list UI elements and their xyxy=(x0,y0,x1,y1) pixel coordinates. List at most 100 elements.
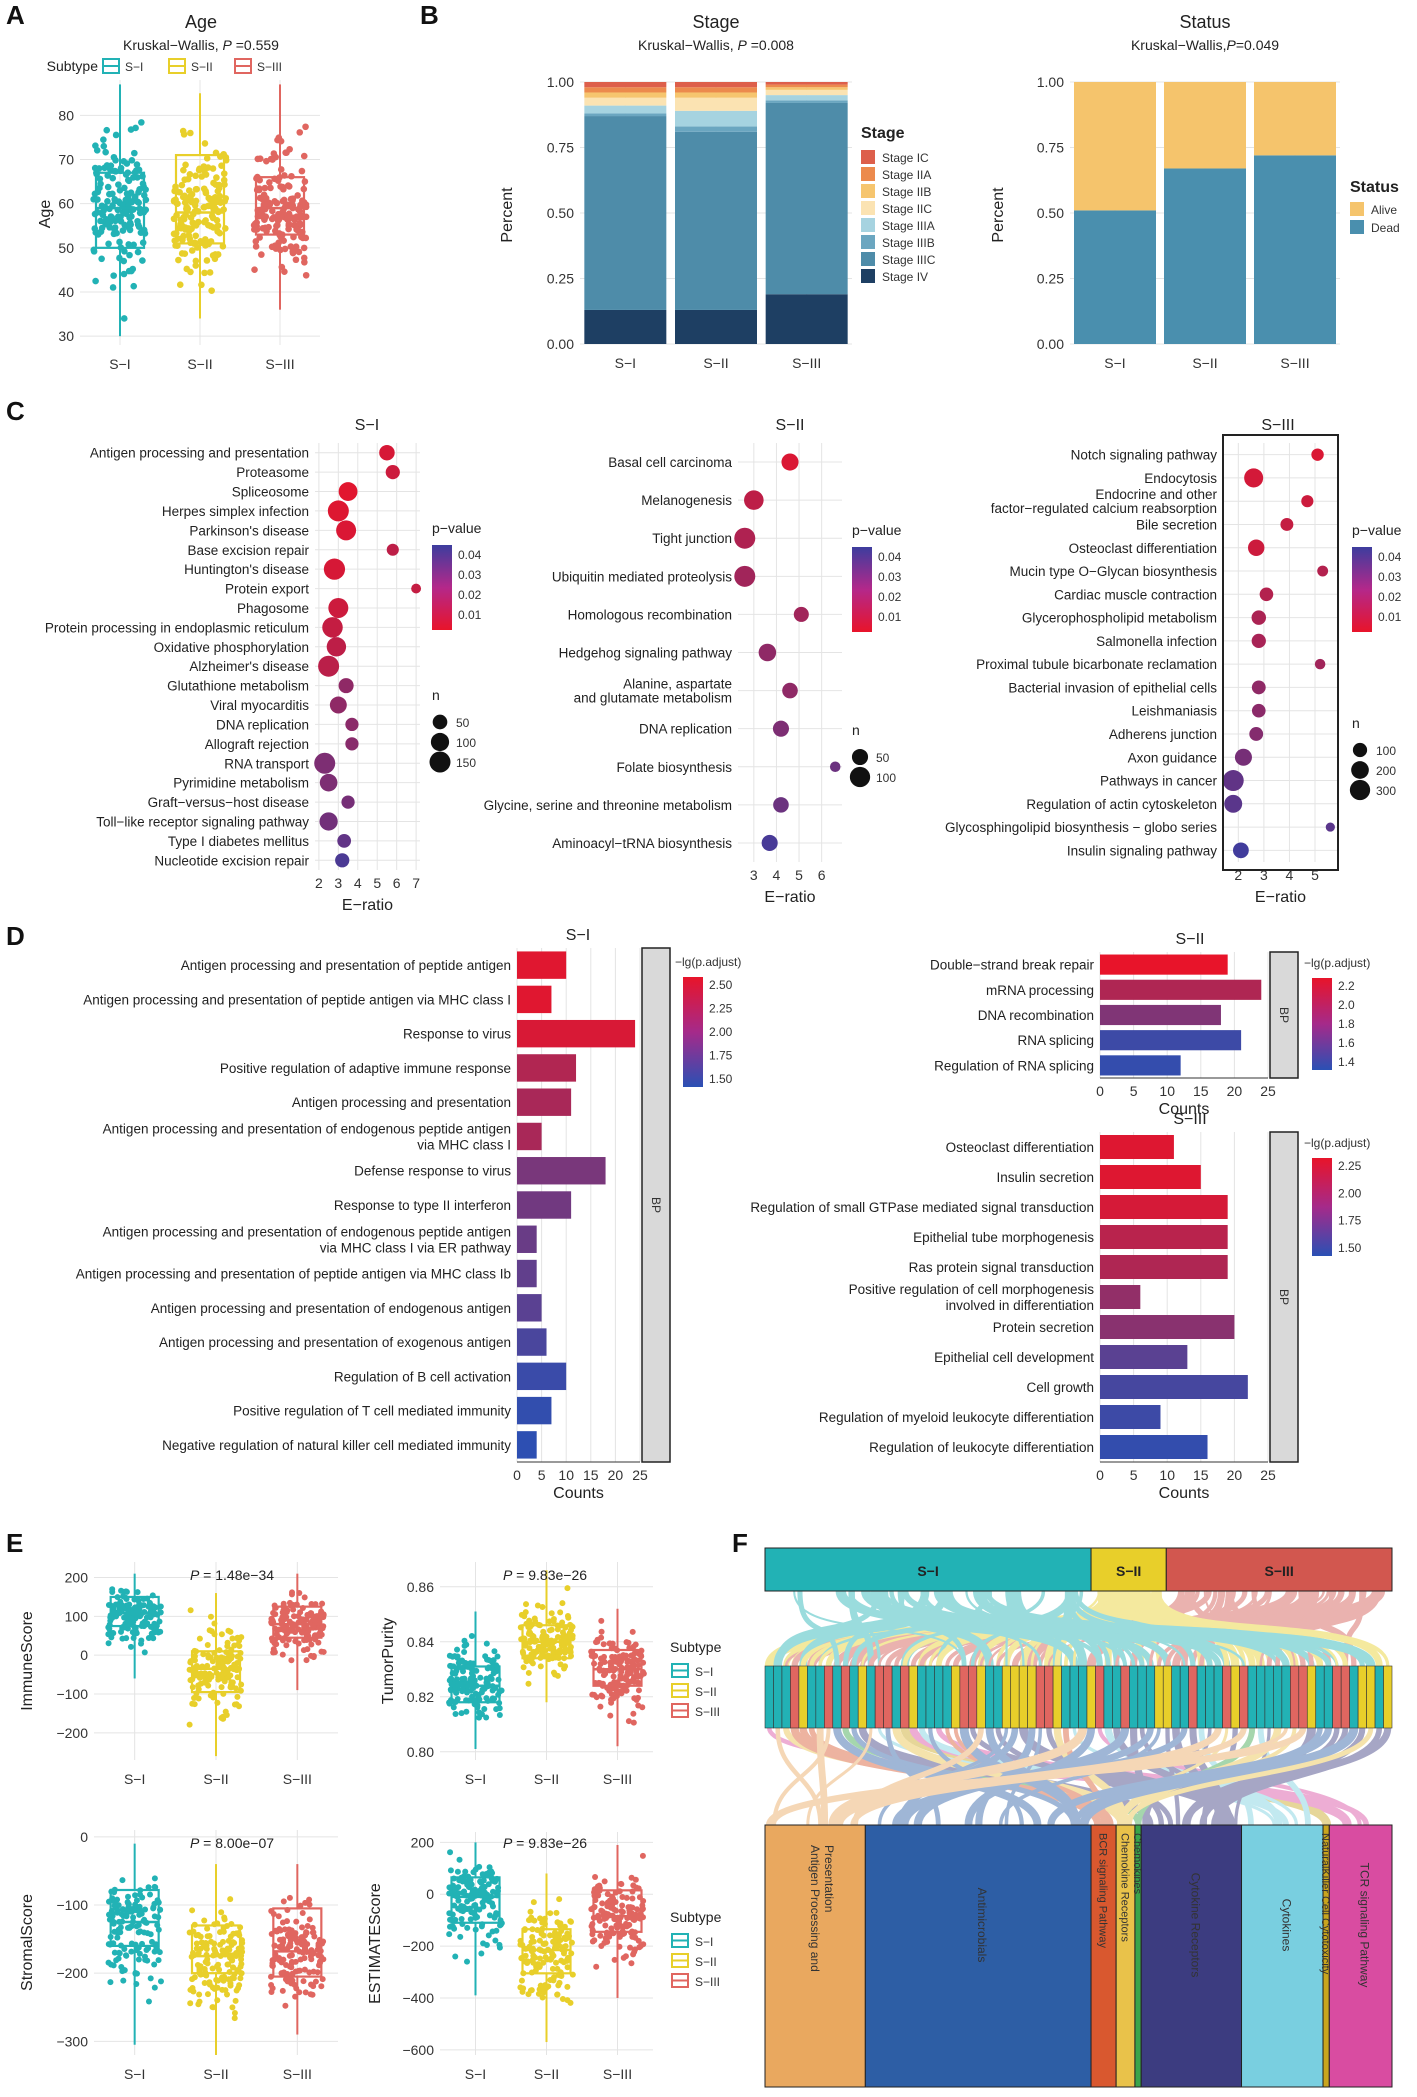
data-point xyxy=(466,1905,473,1912)
data-point xyxy=(92,277,99,285)
data-point xyxy=(187,268,194,276)
gene-node xyxy=(1213,1665,1223,1729)
bar xyxy=(1100,1345,1188,1369)
legend-label: Dead xyxy=(1371,221,1400,235)
flow-top xyxy=(1099,1590,1339,1667)
flow-top xyxy=(870,1590,1079,1667)
data-point xyxy=(559,1995,566,2002)
legend-label: S−I xyxy=(125,60,143,74)
x-tick-label: 6 xyxy=(818,867,826,883)
gene-node xyxy=(773,1665,783,1729)
data-point xyxy=(601,1659,608,1666)
data-point xyxy=(118,1911,125,1918)
data-point xyxy=(234,1693,241,1700)
data-point xyxy=(554,1991,561,1998)
data-point xyxy=(136,1601,143,1608)
flow-top xyxy=(911,1590,1345,1667)
panel-border xyxy=(1222,434,1339,871)
gene-node xyxy=(874,1665,884,1729)
data-point xyxy=(534,1647,541,1654)
x-tick-label: S−III xyxy=(283,1771,312,1787)
bar xyxy=(517,1362,567,1391)
x-tick-label: 6 xyxy=(393,875,401,891)
flow-top xyxy=(851,1590,881,1667)
data-point xyxy=(209,195,217,203)
gene-node xyxy=(1052,1665,1062,1729)
data-point xyxy=(630,1882,637,1889)
bar xyxy=(1100,1055,1181,1076)
data-point xyxy=(564,1983,571,1990)
data-point xyxy=(277,1944,284,1951)
flow-bottom xyxy=(918,1727,1289,1826)
flow-top xyxy=(1143,1590,1383,1667)
colorbar-tick: 1.4 xyxy=(1338,1055,1355,1069)
colorbar-title: p−value xyxy=(1352,522,1402,538)
data-point xyxy=(133,1897,140,1904)
flow-bottom xyxy=(928,1727,1024,1826)
y-tick-label: −400 xyxy=(402,1990,434,2006)
bar xyxy=(1100,1165,1201,1189)
data-point xyxy=(152,1884,159,1891)
bar xyxy=(1100,954,1228,975)
data-point xyxy=(277,1927,284,1934)
legend-label: S−III xyxy=(257,60,282,74)
data-point xyxy=(476,1906,483,1913)
data-point xyxy=(103,162,111,169)
data-point xyxy=(602,1922,609,1929)
flow-top xyxy=(1005,1590,1088,1667)
gene-node xyxy=(1179,1665,1189,1729)
flow-top xyxy=(767,1590,1114,1667)
panel-letter-d: D xyxy=(6,921,25,951)
data-point xyxy=(620,1954,627,1961)
data-point xyxy=(454,1695,461,1702)
panel-e-legend-lower: Subtype S−I S−II S−III xyxy=(670,1909,722,1989)
gene-node xyxy=(1112,1665,1122,1729)
data-point xyxy=(192,232,200,240)
term-label: DNA recombination xyxy=(978,1008,1094,1023)
data-point xyxy=(560,1634,567,1641)
size-legend-dot xyxy=(1349,779,1371,801)
legend-label: S−II xyxy=(695,1955,717,1969)
data-point xyxy=(204,1956,211,1963)
flow-top xyxy=(996,1590,1343,1667)
data-point xyxy=(287,195,295,203)
gene-node xyxy=(1374,1665,1384,1729)
data-point xyxy=(478,1885,485,1892)
data-point xyxy=(1280,518,1294,531)
x-tick-label: 5 xyxy=(538,1467,546,1483)
data-point xyxy=(186,227,193,234)
data-point xyxy=(196,1635,203,1642)
chart-title: S−I xyxy=(566,927,590,944)
flow-bottom xyxy=(964,1727,1096,1826)
gene-node xyxy=(1247,1665,1257,1729)
data-point xyxy=(478,1879,485,1886)
data-point xyxy=(531,1917,538,1924)
term-label: Insulin secretion xyxy=(996,1170,1094,1185)
data-point xyxy=(744,490,764,510)
data-point xyxy=(463,1708,470,1715)
flow-top xyxy=(886,1590,1377,1667)
data-point xyxy=(561,1934,568,1941)
term-label: Endocytosis xyxy=(1144,471,1217,486)
flow-top xyxy=(885,1590,1298,1667)
flow-top xyxy=(818,1590,1046,1667)
data-point xyxy=(303,1657,310,1664)
y-axis-label: StromalScore xyxy=(19,1894,36,1991)
data-point xyxy=(314,752,336,774)
data-point xyxy=(315,1631,322,1638)
data-point xyxy=(309,1924,316,1931)
panel-a-legend-title: Subtype xyxy=(47,58,99,74)
data-point xyxy=(187,193,194,200)
data-point xyxy=(483,1714,490,1721)
data-point xyxy=(302,1932,309,1939)
data-point xyxy=(494,1653,501,1660)
data-point xyxy=(135,1956,142,1963)
data-point xyxy=(201,1670,208,1677)
panel-e-legend-upper: Subtype S−I S−II S−III xyxy=(670,1639,722,1719)
gene-node xyxy=(1154,1665,1164,1729)
panel-b-stage-title: Stage xyxy=(692,12,739,32)
data-point xyxy=(232,1997,239,2004)
data-point xyxy=(209,1965,216,1972)
flow-top xyxy=(996,1590,1107,1667)
x-tick-label: 0 xyxy=(1096,1083,1104,1099)
